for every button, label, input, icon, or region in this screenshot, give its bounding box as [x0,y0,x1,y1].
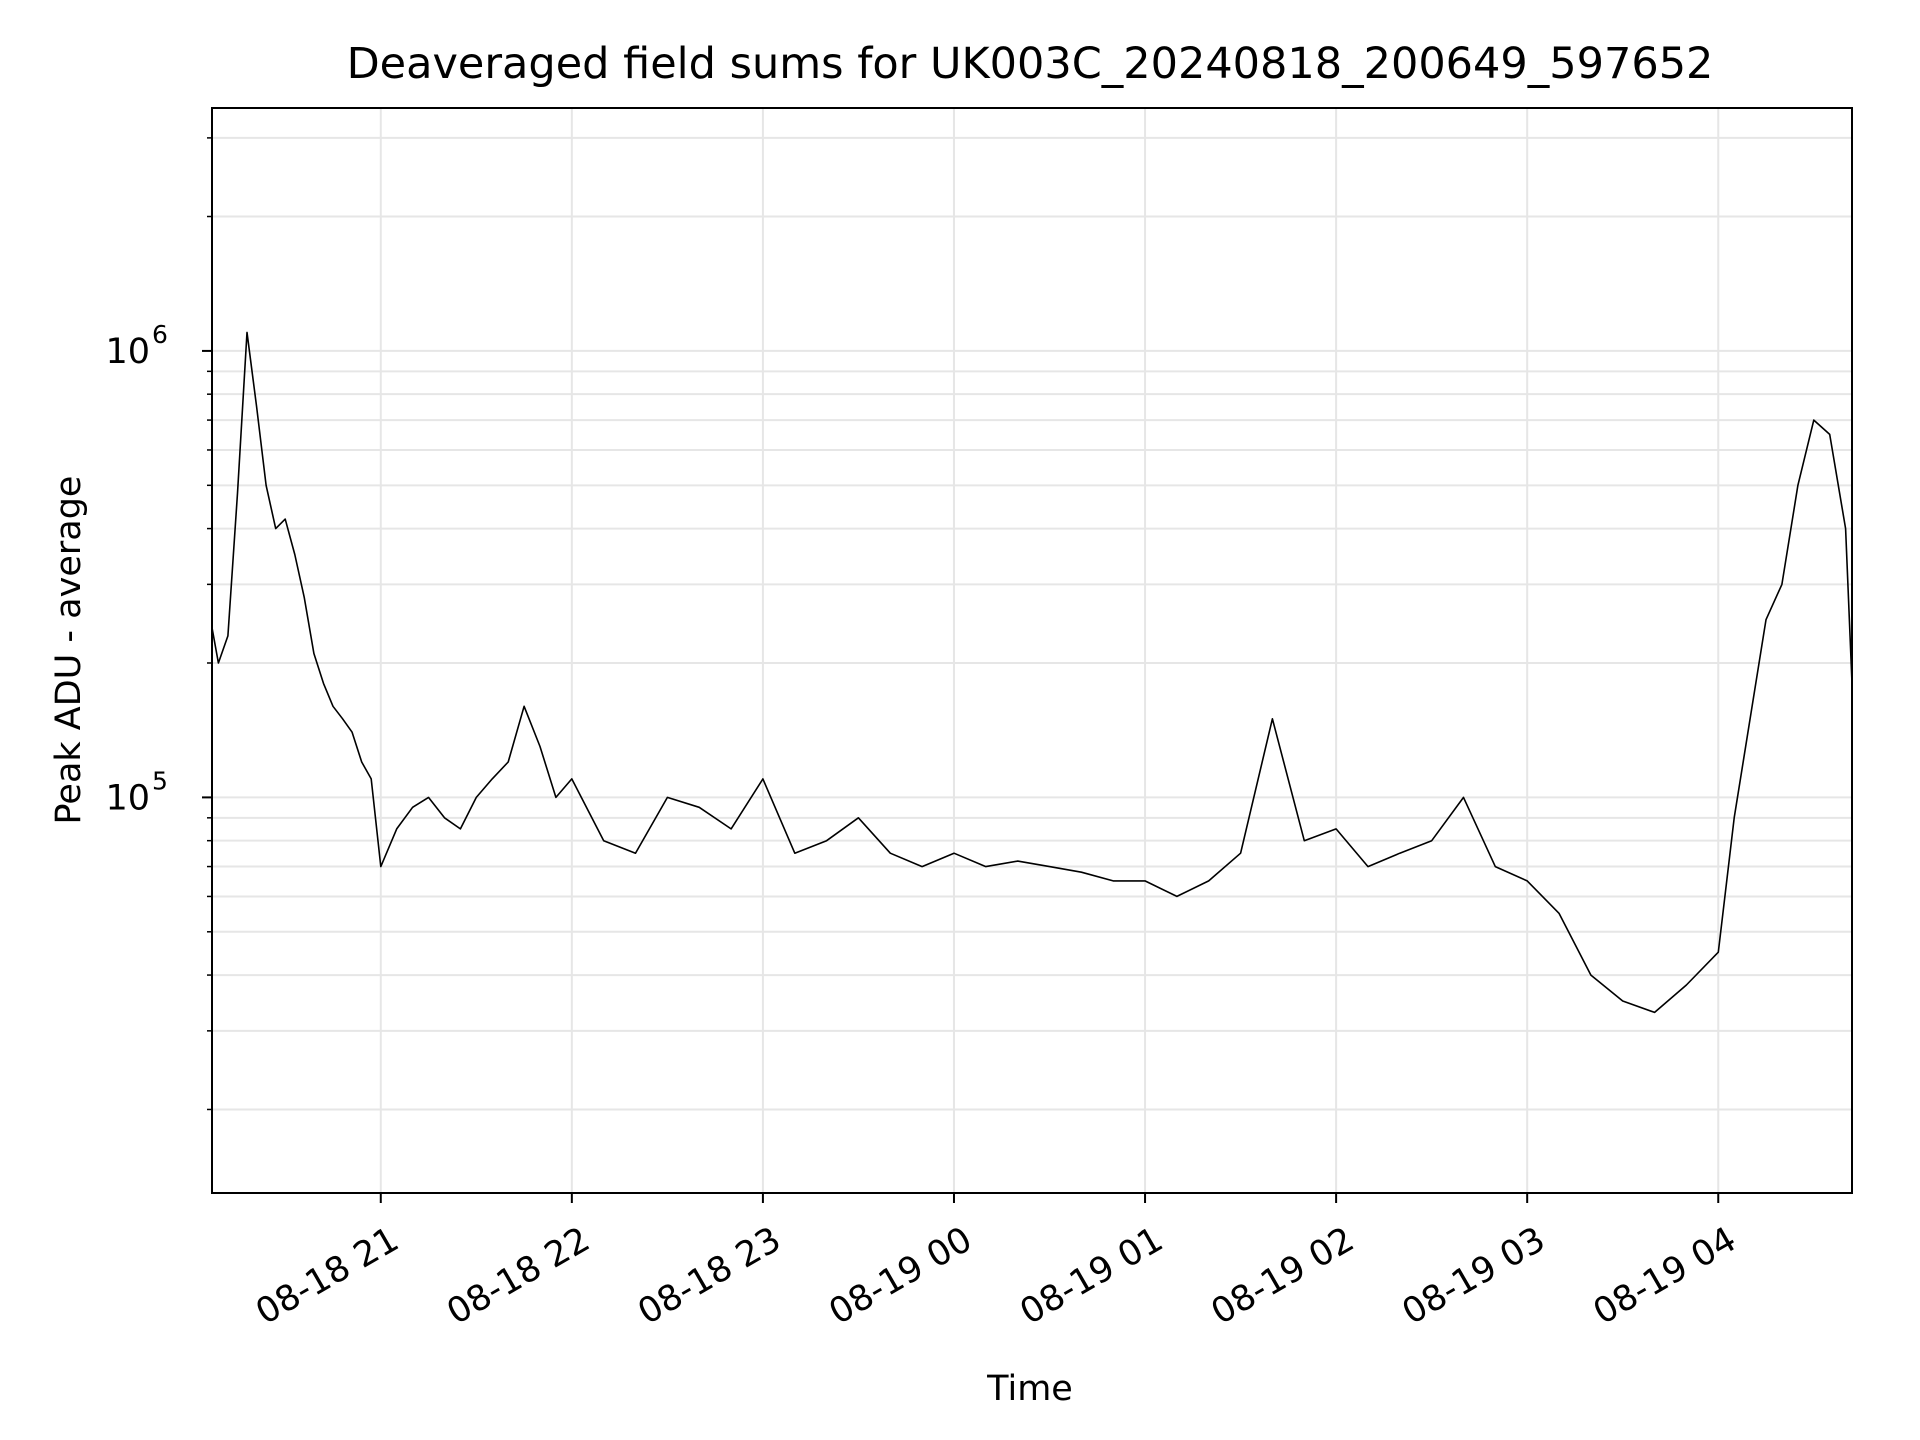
y-axis-label: Peak ADU - average [49,476,89,825]
y-tick-label: 10 [105,778,150,818]
y-tick-exponent: 5 [152,766,168,795]
series-layer [211,331,1853,1014]
chart-title: Deaveraged field sums for UK003C_2024081… [347,39,1714,89]
y-tick-label: 10 [105,332,150,372]
y-tick-exponent: 6 [152,320,168,349]
x-axis-label: Time [986,1369,1073,1409]
plot-frame [211,107,1853,1194]
grid-lines [212,108,1852,1193]
series-line [211,331,1853,1014]
